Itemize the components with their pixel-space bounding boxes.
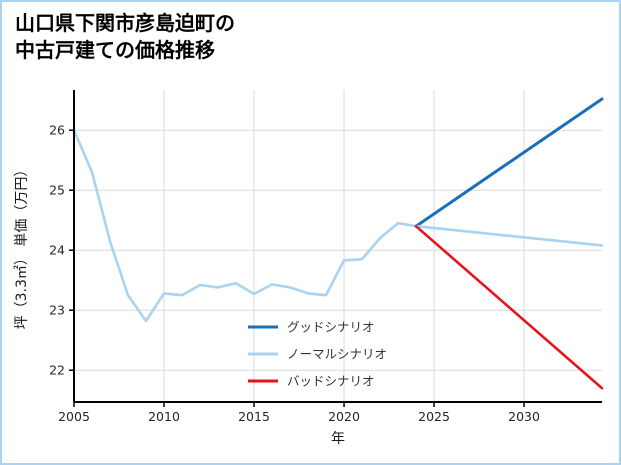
series-layer (72, 97, 604, 390)
x-tick-label: 2005 (58, 409, 90, 424)
x-tick-label: 2015 (238, 409, 270, 424)
grid-layer (73, 90, 602, 402)
legend-label: バッドシナリオ (287, 374, 375, 389)
series-line-bad-scenario (414, 224, 604, 390)
y-tick-label: 22 (49, 363, 65, 378)
series-line-history (72, 128, 418, 323)
x-axis-label: 年 (331, 431, 345, 447)
x-tick-label: 2030 (508, 409, 540, 424)
x-tick-label: 2010 (148, 409, 180, 424)
series-line-normal-scenario (414, 224, 604, 247)
y-tick-label: 26 (49, 123, 65, 138)
legend-label: ノーマルシナリオ (287, 347, 387, 362)
y-tick-label: 25 (49, 183, 65, 198)
y-axis-label: 坪（3.3㎡） 単価（万円） (14, 163, 30, 330)
legend-label: グッドシナリオ (287, 320, 375, 335)
chart-title: 山口県下関市彦島迫町の 中古戸建ての価格推移 (15, 10, 235, 64)
series-line-good-scenario (414, 97, 604, 228)
chart-title-line2: 中古戸建ての価格推移 (15, 38, 215, 62)
axis-layer: 2005 2010 2015 2020 2025 2030 22 23 24 25 26 (49, 90, 602, 424)
chart-title-line1: 山口県下関市彦島迫町の (15, 11, 235, 35)
x-tick-label: 2020 (328, 409, 360, 424)
x-tick-label: 2025 (418, 409, 450, 424)
y-tick-label: 24 (49, 243, 65, 258)
y-tick-label: 23 (49, 303, 65, 318)
